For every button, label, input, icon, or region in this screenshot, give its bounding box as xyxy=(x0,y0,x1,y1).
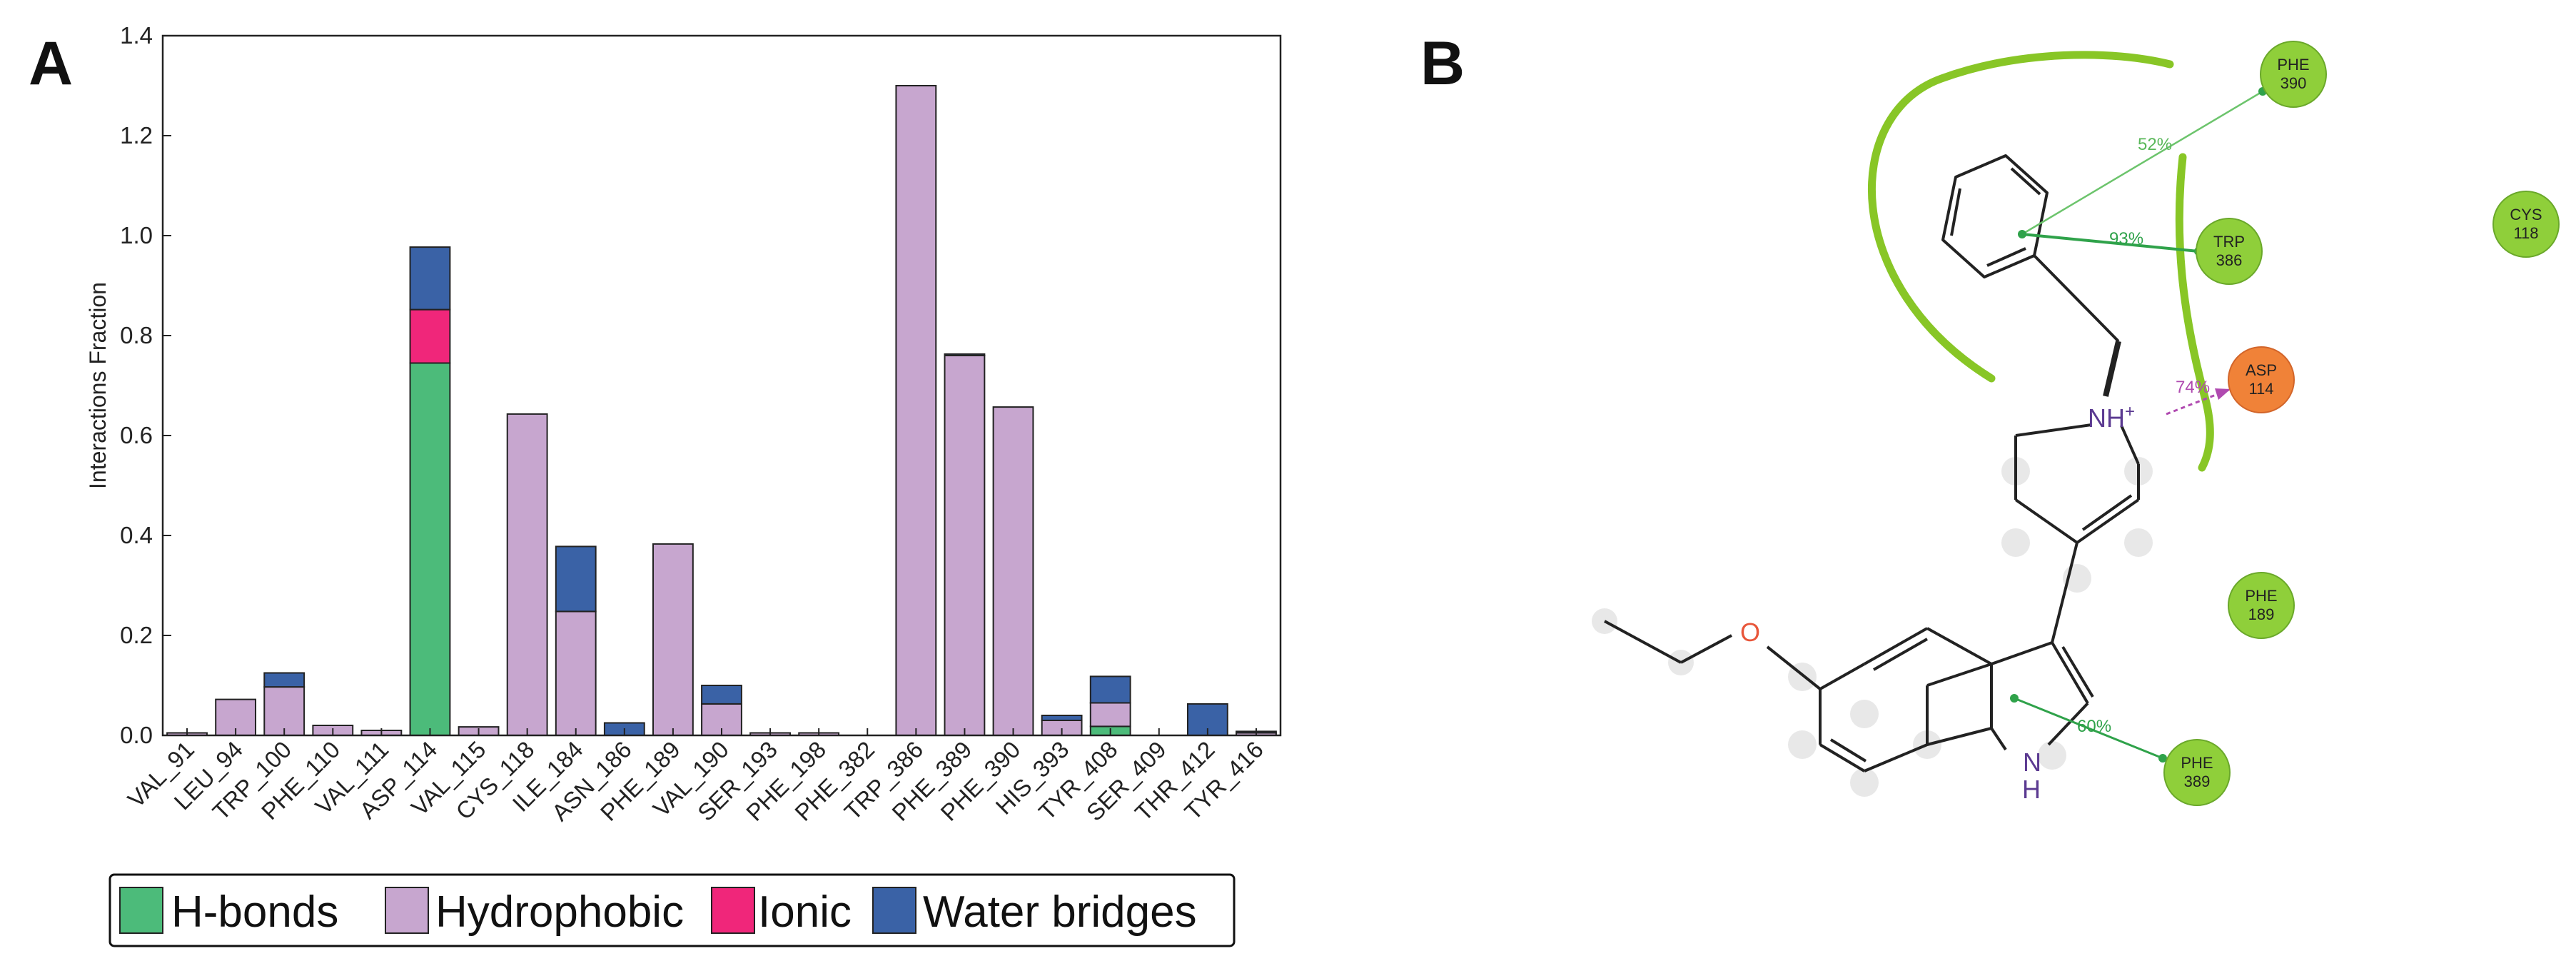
svg-text:389: 389 xyxy=(2184,773,2211,790)
y-tick-label: 1.4 xyxy=(120,22,153,49)
interaction-lines: 52% 93% 74% 60% xyxy=(2010,87,2267,763)
residue-cys118: CYS 118 xyxy=(2492,191,2560,258)
bar-tyr-408-hydrophobic xyxy=(1089,702,1131,728)
y-tick-label: 0.2 xyxy=(120,622,153,648)
y-tick-label: 1.0 xyxy=(120,222,153,248)
pocket-outline-left xyxy=(1868,51,2174,383)
bar-chart: 0.0 0.2 0.4 0.6 0.8 1.0 1.2 1.4 VAL_91LEU_94TRP… xyxy=(85,22,1282,826)
ligand-bonds xyxy=(1604,154,2140,773)
svg-text:390: 390 xyxy=(2280,74,2307,92)
svg-text:386: 386 xyxy=(2216,251,2243,269)
interaction-pct-60: 60% xyxy=(2077,717,2111,736)
residue-phe390: PHE 390 xyxy=(2260,41,2327,108)
residue-phe189: PHE 189 xyxy=(2228,572,2295,639)
bar-trp-386-hydrophobic xyxy=(895,85,937,736)
ligand-interaction-diagram: NH+ O N H 52% 93% 74% 60% PHE 390 xyxy=(1592,41,2560,806)
legend: H-bonds Hydrophobic Ionic Water bridges xyxy=(108,873,1236,947)
bar-trp-100-water-bridges xyxy=(263,672,305,688)
y-axis-label: Interactions Fraction xyxy=(85,282,111,489)
interaction-pct-93: 93% xyxy=(2109,229,2143,248)
atom-oxygen: O xyxy=(1740,618,1760,647)
interaction-line-phe389 xyxy=(2014,697,2163,760)
interaction-line-trp386 xyxy=(2021,233,2199,253)
residue-trp386: TRP 386 xyxy=(2196,218,2263,285)
bar-cys-118-hydrophobic xyxy=(506,413,548,737)
benzene-ring xyxy=(1941,154,2049,278)
residue-phe389: PHE 389 xyxy=(2163,739,2231,806)
bar-asp-114-water-bridges xyxy=(409,246,451,311)
panel-b-letter: B xyxy=(1420,29,1465,98)
bar-val-190-water-bridges xyxy=(701,685,742,705)
y-tick-label: 0.4 xyxy=(120,522,153,548)
legend-label-ionic: Ionic xyxy=(758,887,852,937)
legend-label-hydrophobic: Hydrophobic xyxy=(435,887,684,937)
svg-text:PHE: PHE xyxy=(2181,754,2213,772)
bar-tyr-408-water-bridges xyxy=(1089,675,1131,704)
interaction-pct-74: 74% xyxy=(2176,378,2210,397)
atom-indole-n: N xyxy=(2023,748,2041,777)
svg-text:114: 114 xyxy=(2248,380,2273,398)
legend-swatch-hydrophobic xyxy=(385,887,429,934)
residue-asp114: ASP 114 xyxy=(2228,346,2295,413)
bar-phe-390-hydrophobic xyxy=(992,406,1034,736)
svg-text:CYS: CYS xyxy=(2510,206,2542,223)
atom-indole-h: H xyxy=(2022,775,2041,804)
atom-nh-plus: NH+ xyxy=(2088,402,2135,433)
bar-asp-114-h-bonds xyxy=(409,362,451,736)
interaction-pct-52: 52% xyxy=(2138,135,2172,154)
svg-text:ASP: ASP xyxy=(2246,361,2277,379)
bars xyxy=(166,85,1277,737)
solvent-exposure-halos xyxy=(1592,457,2153,797)
y-tick-label: 0.0 xyxy=(120,722,153,748)
bar-phe-389-hydrophobic xyxy=(944,355,986,736)
y-tick-label: 1.2 xyxy=(120,122,153,149)
y-axis-ticks: 0.0 0.2 0.4 0.6 0.8 1.0 1.2 1.4 xyxy=(120,22,171,748)
bar-his-393-water-bridges xyxy=(1041,715,1083,721)
y-tick-label: 0.8 xyxy=(120,322,153,348)
plot-frame xyxy=(161,34,1282,737)
pocket-outline-right xyxy=(2175,153,2214,472)
bar-phe-189-hydrophobic xyxy=(652,543,694,737)
x-axis-tick-labels: VAL_91LEU_94TRP_100PHE_110VAL_111ASP_114… xyxy=(123,728,1268,826)
bar-ile-184-hydrophobic xyxy=(555,610,597,737)
bar-asp-114-ionic xyxy=(409,308,451,364)
svg-text:TRP: TRP xyxy=(2213,233,2245,251)
svg-text:118: 118 xyxy=(2513,224,2538,242)
panel-a-letter: A xyxy=(29,29,73,98)
bar-ile-184-water-bridges xyxy=(555,545,597,613)
svg-text:189: 189 xyxy=(2248,605,2275,623)
legend-label-hbonds: H-bonds xyxy=(171,887,338,937)
legend-label-water-bridges: Water bridges xyxy=(923,887,1197,937)
interaction-line-phe390 xyxy=(2021,90,2263,236)
svg-text:PHE: PHE xyxy=(2245,587,2277,605)
svg-text:PHE: PHE xyxy=(2277,56,2309,74)
bar-phe-389-water-bridges xyxy=(944,353,986,356)
y-tick-label: 0.6 xyxy=(120,422,153,448)
legend-swatch-ionic xyxy=(711,887,755,934)
bar-trp-100-hydrophobic xyxy=(263,686,305,736)
legend-swatch-water-bridges xyxy=(872,887,916,934)
legend-swatch-hbonds xyxy=(119,887,163,934)
